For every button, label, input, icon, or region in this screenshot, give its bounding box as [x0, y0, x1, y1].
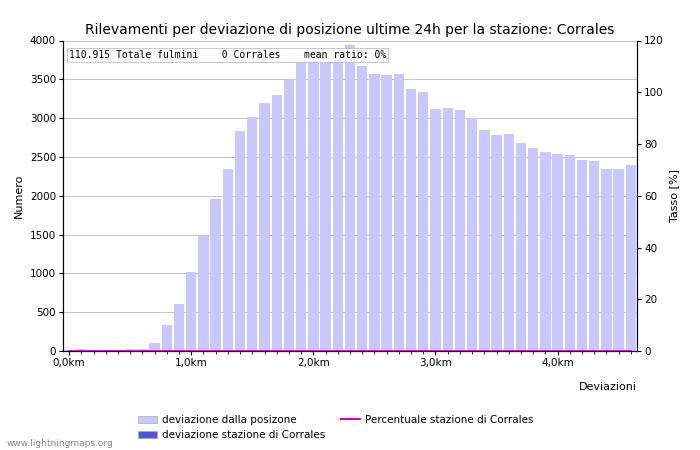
- Bar: [357, 66, 368, 351]
- Bar: [491, 135, 502, 351]
- Bar: [479, 130, 489, 351]
- Bar: [211, 199, 221, 351]
- Y-axis label: Numero: Numero: [14, 174, 24, 218]
- Bar: [88, 350, 99, 351]
- Bar: [284, 80, 294, 351]
- Bar: [64, 350, 74, 351]
- Bar: [259, 103, 270, 351]
- Bar: [223, 169, 233, 351]
- Bar: [101, 350, 111, 351]
- Bar: [418, 92, 428, 351]
- Bar: [601, 169, 612, 351]
- Bar: [577, 160, 587, 351]
- Legend: deviazione dalla posizone, deviazione stazione di Corrales, Percentuale stazione: deviazione dalla posizone, deviazione st…: [139, 415, 533, 440]
- Bar: [626, 165, 636, 351]
- Text: 110.915 Totale fulmini    0 Corrales    mean ratio: 0%: 110.915 Totale fulmini 0 Corrales mean r…: [69, 50, 386, 60]
- Bar: [369, 74, 379, 351]
- Bar: [137, 349, 148, 351]
- Bar: [186, 272, 197, 351]
- Bar: [516, 143, 526, 351]
- Bar: [613, 169, 624, 351]
- Bar: [565, 155, 575, 351]
- Bar: [589, 161, 599, 351]
- Bar: [125, 350, 135, 351]
- Bar: [149, 343, 160, 351]
- Bar: [528, 148, 538, 351]
- Bar: [467, 118, 477, 351]
- Bar: [332, 54, 343, 351]
- Bar: [552, 154, 563, 351]
- Bar: [455, 110, 465, 351]
- Text: www.lightningmaps.org: www.lightningmaps.org: [7, 439, 113, 448]
- Title: Rilevamenti per deviazione di posizione ultime 24h per la stazione: Corrales: Rilevamenti per deviazione di posizione …: [85, 22, 615, 36]
- Bar: [198, 236, 209, 351]
- Bar: [430, 109, 441, 351]
- Text: Deviazioni: Deviazioni: [579, 382, 637, 392]
- Bar: [503, 134, 514, 351]
- Bar: [540, 152, 551, 351]
- Bar: [113, 350, 123, 351]
- Bar: [345, 45, 355, 351]
- Bar: [162, 325, 172, 351]
- Bar: [321, 56, 331, 351]
- Bar: [76, 350, 87, 351]
- Bar: [247, 117, 258, 351]
- Bar: [393, 74, 404, 351]
- Bar: [296, 62, 307, 351]
- Bar: [442, 108, 453, 351]
- Bar: [406, 89, 416, 351]
- Bar: [235, 130, 245, 351]
- Bar: [382, 75, 392, 351]
- Bar: [308, 62, 318, 351]
- Bar: [174, 305, 184, 351]
- Bar: [272, 95, 282, 351]
- Y-axis label: Tasso [%]: Tasso [%]: [669, 169, 679, 222]
